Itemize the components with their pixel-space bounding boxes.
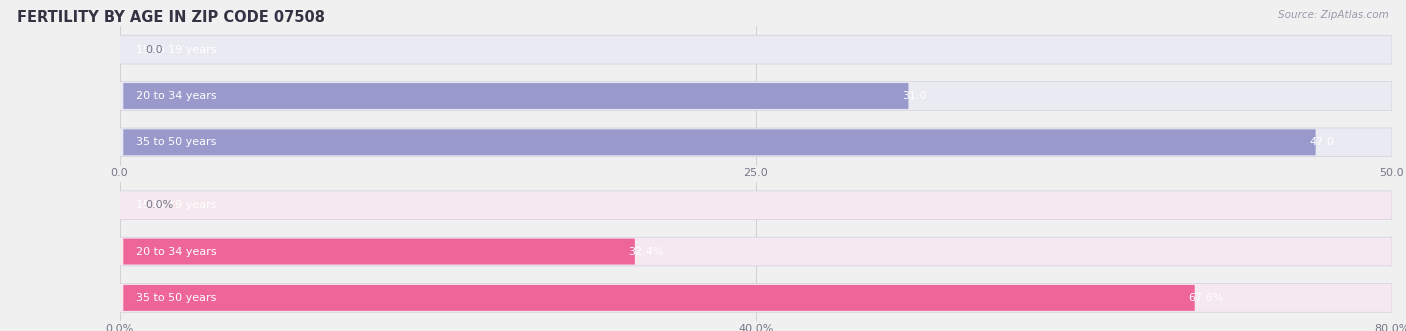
Text: 15 to 19 years: 15 to 19 years — [136, 200, 217, 210]
Text: 35 to 50 years: 35 to 50 years — [136, 293, 217, 303]
FancyBboxPatch shape — [120, 237, 1392, 266]
FancyBboxPatch shape — [120, 82, 1392, 110]
FancyBboxPatch shape — [120, 35, 1392, 64]
FancyBboxPatch shape — [124, 83, 908, 109]
Text: 47.0: 47.0 — [1309, 137, 1334, 147]
Text: 0.0: 0.0 — [145, 45, 163, 55]
FancyBboxPatch shape — [124, 239, 636, 264]
Text: 32.4%: 32.4% — [628, 247, 664, 257]
FancyBboxPatch shape — [124, 285, 1195, 311]
Text: 67.6%: 67.6% — [1188, 293, 1223, 303]
Text: 15 to 19 years: 15 to 19 years — [136, 45, 217, 55]
FancyBboxPatch shape — [120, 128, 1392, 157]
FancyBboxPatch shape — [120, 191, 1392, 219]
Text: FERTILITY BY AGE IN ZIP CODE 07508: FERTILITY BY AGE IN ZIP CODE 07508 — [17, 10, 325, 25]
Text: 0.0%: 0.0% — [145, 200, 173, 210]
Text: 31.0: 31.0 — [903, 91, 927, 101]
FancyBboxPatch shape — [120, 284, 1392, 312]
FancyBboxPatch shape — [124, 129, 1316, 155]
Text: Source: ZipAtlas.com: Source: ZipAtlas.com — [1278, 10, 1389, 20]
Text: 20 to 34 years: 20 to 34 years — [136, 91, 217, 101]
Text: 20 to 34 years: 20 to 34 years — [136, 247, 217, 257]
Text: 35 to 50 years: 35 to 50 years — [136, 137, 217, 147]
